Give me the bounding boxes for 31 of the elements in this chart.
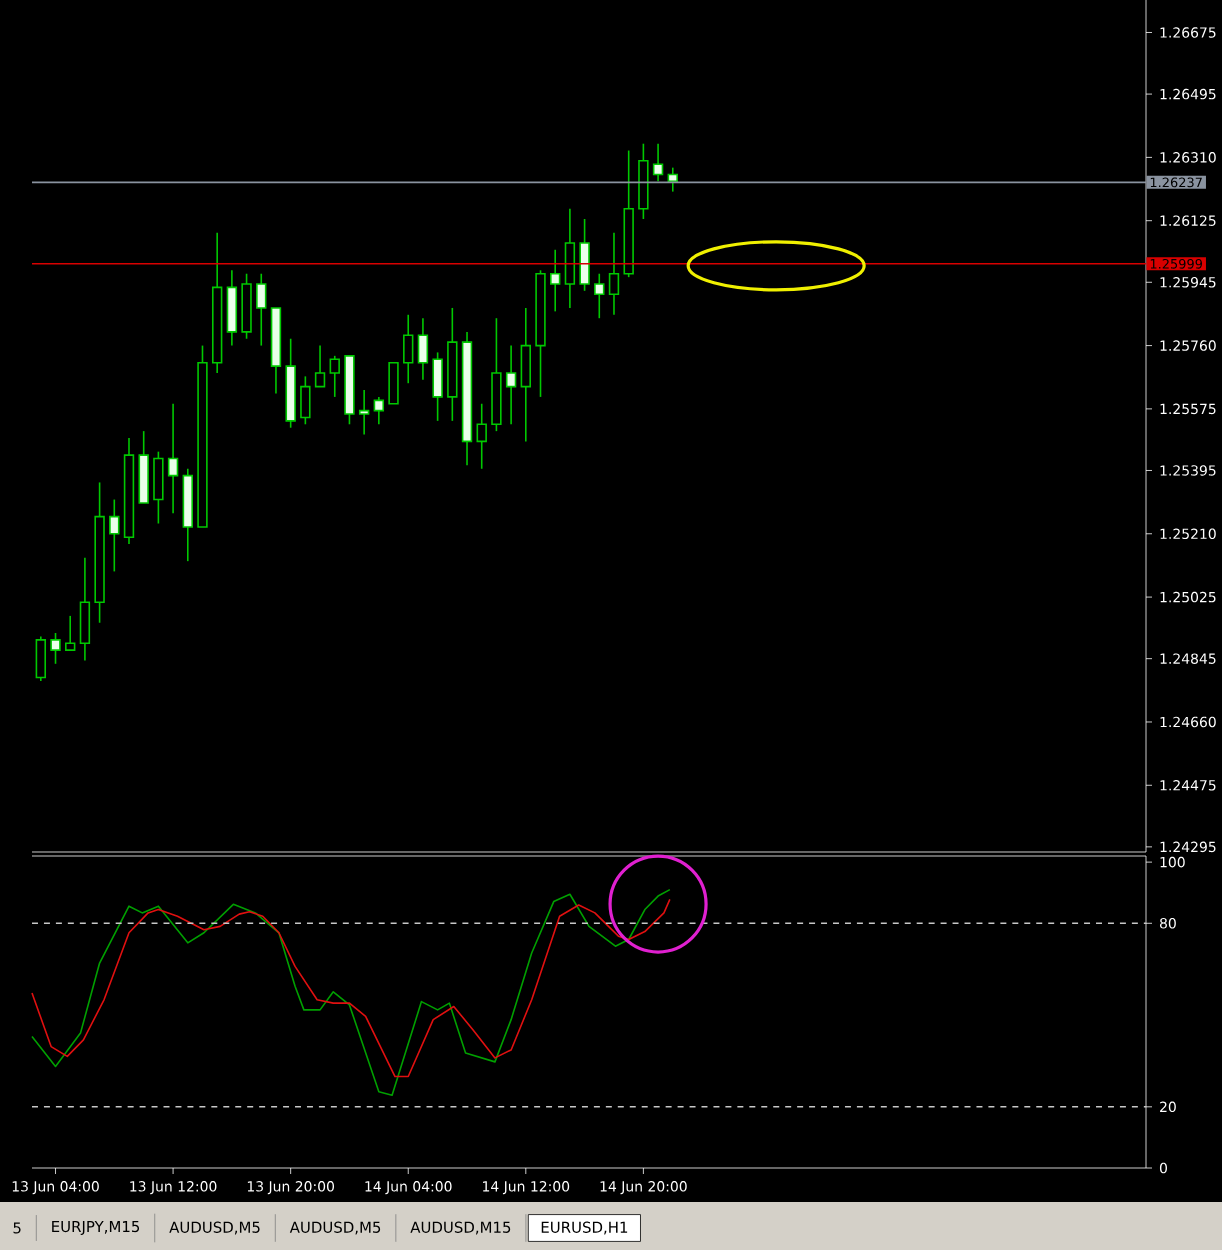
candlestick xyxy=(608,231,620,316)
candlestick xyxy=(226,269,238,347)
candlestick xyxy=(153,450,164,525)
candlestick xyxy=(579,218,590,292)
candlestick xyxy=(79,556,91,662)
candlestick xyxy=(432,351,443,422)
candlestick xyxy=(300,375,311,426)
candlestick xyxy=(167,402,179,515)
candlestick xyxy=(329,355,340,398)
candlestick xyxy=(109,498,120,573)
candlestick xyxy=(65,615,76,651)
candlestick xyxy=(520,307,532,443)
candlestick xyxy=(35,635,47,682)
candlestick xyxy=(373,396,385,426)
candlestick xyxy=(652,142,664,183)
candlestick xyxy=(564,207,576,309)
candlestick xyxy=(388,361,399,405)
candlestick xyxy=(138,430,149,504)
candlestick xyxy=(476,402,487,470)
candlestick xyxy=(550,248,561,313)
candlestick xyxy=(256,272,267,347)
candlestick xyxy=(50,632,61,665)
candlestick xyxy=(594,272,605,319)
candlestick xyxy=(358,389,370,436)
candlestick xyxy=(314,344,326,388)
candlestick xyxy=(241,272,252,340)
candlestick xyxy=(417,317,429,381)
candlestick xyxy=(638,142,649,220)
candlestick xyxy=(403,313,414,385)
candlestick xyxy=(505,344,517,426)
candlestick xyxy=(667,166,678,193)
